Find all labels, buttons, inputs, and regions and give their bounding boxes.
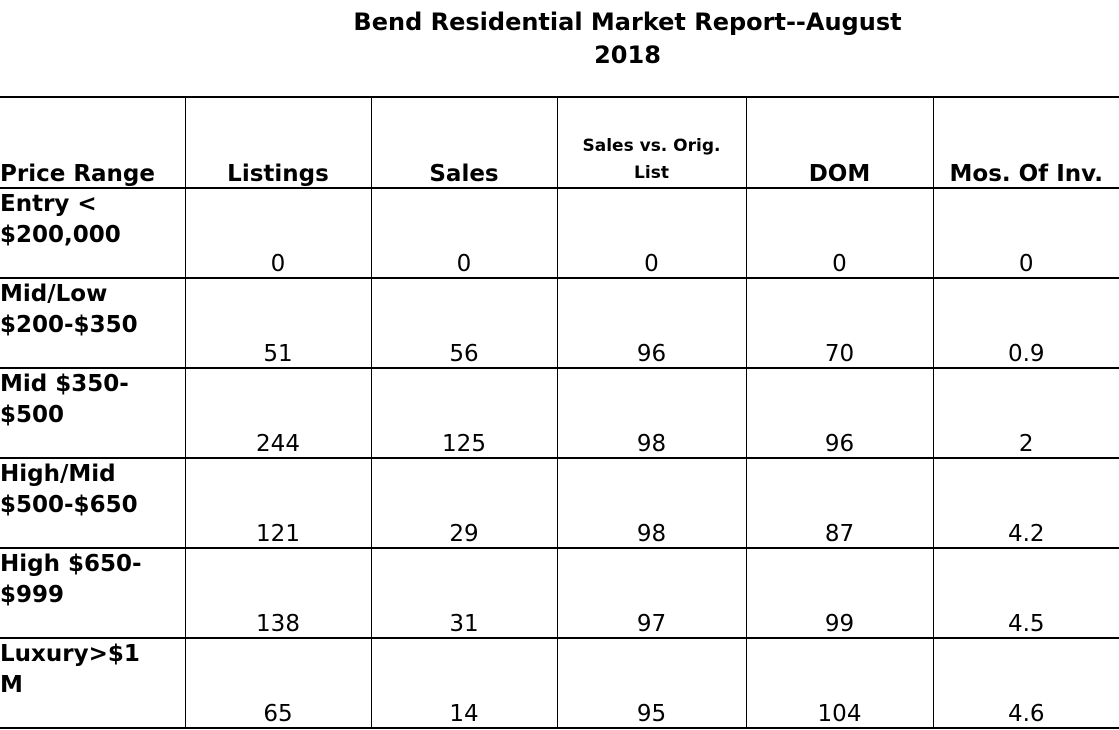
sales-cell: 31 (371, 548, 558, 639)
sales-cell: 0 (371, 188, 558, 279)
header-sales-vs-orig-line-2: List (634, 163, 669, 183)
header-sales-vs-orig-line-1: Sales vs. Orig. (582, 136, 721, 156)
report-title-line-1: Bend Residential Market Report--August (353, 8, 902, 36)
price-range-cell: High $650- $999 (0, 548, 186, 639)
header-mos-of-inv: Mos. Of Inv. (933, 96, 1119, 189)
price-range-line-2: $200-$350 (0, 312, 138, 338)
price-range-line-1: Luxury>$1 (0, 641, 140, 667)
header-listings: Listings (185, 96, 372, 189)
price-range-line-1: High/Mid (0, 461, 116, 487)
sales-cell: 125 (371, 368, 558, 459)
table-row: Mid/Low $200-$350 51 56 96 70 0.9 (0, 278, 1119, 369)
price-range-line-2: $200,000 (0, 222, 121, 248)
price-range-cell: Luxury>$1 M (0, 638, 186, 729)
market-report-table: Price Range Listings Sales Sales vs. Ori… (0, 96, 1119, 729)
price-range-line-1: Mid/Low (0, 281, 108, 307)
mos-of-inv-cell: 0 (933, 188, 1119, 279)
price-range-cell: Mid $350- $500 (0, 368, 186, 459)
listings-cell: 0 (185, 188, 372, 279)
sales-vs-orig-cell: 97 (557, 548, 747, 639)
header-sales: Sales (371, 96, 558, 189)
listings-cell: 51 (185, 278, 372, 369)
listings-cell: 121 (185, 458, 372, 549)
mos-of-inv-cell: 4.6 (933, 638, 1119, 729)
table-row: Mid $350- $500 244 125 98 96 2 (0, 368, 1119, 459)
sales-cell: 56 (371, 278, 558, 369)
header-row: Price Range Listings Sales Sales vs. Ori… (0, 96, 1119, 189)
sales-vs-orig-cell: 98 (557, 368, 747, 459)
listings-cell: 244 (185, 368, 372, 459)
listings-cell: 65 (185, 638, 372, 729)
report-title-line-2: 2018 (594, 41, 661, 69)
mos-of-inv-cell: 4.5 (933, 548, 1119, 639)
header-dom: DOM (746, 96, 934, 189)
table-row: High $650- $999 138 31 97 99 4.5 (0, 548, 1119, 639)
price-range-line-2: $999 (0, 582, 65, 608)
dom-cell: 0 (746, 188, 934, 279)
listings-cell: 138 (185, 548, 372, 639)
price-range-line-2: $500 (0, 402, 65, 428)
sales-vs-orig-cell: 95 (557, 638, 747, 729)
sales-vs-orig-cell: 96 (557, 278, 747, 369)
table-row: Entry < $200,000 0 0 0 0 0 (0, 188, 1119, 279)
dom-cell: 96 (746, 368, 934, 459)
header-sales-vs-orig-list: Sales vs. Orig. List (557, 96, 747, 189)
header-price-range: Price Range (0, 96, 186, 189)
dom-cell: 99 (746, 548, 934, 639)
sales-cell: 14 (371, 638, 558, 729)
mos-of-inv-cell: 2 (933, 368, 1119, 459)
table-row: Luxury>$1 M 65 14 95 104 4.6 (0, 638, 1119, 729)
price-range-line-2: M (0, 672, 23, 698)
mos-of-inv-cell: 0.9 (933, 278, 1119, 369)
price-range-line-1: Mid $350- (0, 371, 129, 397)
price-range-cell: Mid/Low $200-$350 (0, 278, 186, 369)
sales-vs-orig-cell: 0 (557, 188, 747, 279)
price-range-cell: High/Mid $500-$650 (0, 458, 186, 549)
price-range-line-1: Entry < (0, 191, 97, 217)
sales-cell: 29 (371, 458, 558, 549)
price-range-line-1: High $650- (0, 551, 142, 577)
table-row: High/Mid $500-$650 121 29 98 87 4.2 (0, 458, 1119, 549)
report-title: Bend Residential Market Report--August 2… (300, 6, 955, 72)
sales-vs-orig-cell: 98 (557, 458, 747, 549)
price-range-cell: Entry < $200,000 (0, 188, 186, 279)
dom-cell: 104 (746, 638, 934, 729)
dom-cell: 87 (746, 458, 934, 549)
dom-cell: 70 (746, 278, 934, 369)
mos-of-inv-cell: 4.2 (933, 458, 1119, 549)
price-range-line-2: $500-$650 (0, 492, 138, 518)
